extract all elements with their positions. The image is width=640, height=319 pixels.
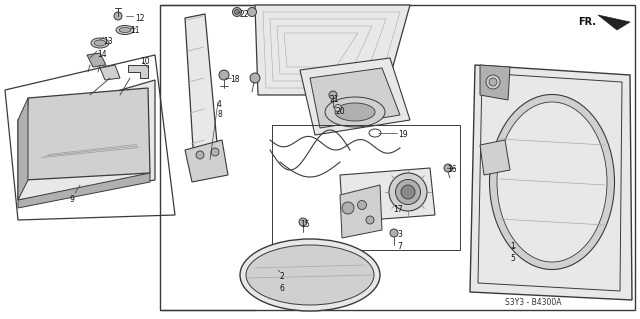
Polygon shape [18,98,28,200]
Polygon shape [340,185,382,238]
Ellipse shape [234,10,239,14]
Ellipse shape [335,105,342,112]
Polygon shape [255,5,410,95]
Polygon shape [300,58,410,135]
Ellipse shape [486,75,500,89]
Text: 20: 20 [335,107,344,116]
Polygon shape [128,65,148,78]
Ellipse shape [240,239,380,311]
Text: 19: 19 [398,130,408,139]
Text: 22: 22 [240,10,250,19]
Ellipse shape [246,245,374,305]
Ellipse shape [444,164,452,172]
Ellipse shape [119,27,131,33]
Ellipse shape [366,216,374,224]
Ellipse shape [489,78,497,86]
Ellipse shape [335,103,375,121]
Text: 10: 10 [140,57,150,66]
Ellipse shape [114,12,122,20]
Polygon shape [480,140,510,175]
Ellipse shape [497,102,607,262]
Ellipse shape [396,180,420,204]
Text: 18: 18 [230,75,239,84]
Polygon shape [18,173,150,208]
Ellipse shape [250,73,260,83]
Ellipse shape [299,218,307,226]
Polygon shape [310,68,400,128]
Polygon shape [18,80,155,200]
Text: 6: 6 [280,284,285,293]
Ellipse shape [325,97,385,127]
Polygon shape [340,168,435,222]
Polygon shape [25,88,150,180]
Text: 2: 2 [280,272,285,281]
Text: 17: 17 [393,205,403,214]
Text: 21: 21 [330,95,339,104]
Text: 4: 4 [217,100,222,109]
Text: S3Y3 - B4300A: S3Y3 - B4300A [505,298,561,307]
Polygon shape [100,65,120,80]
Ellipse shape [401,185,415,199]
Ellipse shape [390,229,398,237]
Ellipse shape [389,173,427,211]
Text: 9: 9 [70,195,75,204]
Polygon shape [470,65,632,300]
Text: 1: 1 [510,242,515,251]
Ellipse shape [94,40,106,46]
Ellipse shape [232,8,241,17]
Text: 16: 16 [447,165,456,174]
Ellipse shape [329,91,337,99]
Text: 14: 14 [97,50,107,59]
Text: 5: 5 [510,254,515,263]
Ellipse shape [196,151,204,159]
Text: 13: 13 [103,37,113,46]
Polygon shape [87,53,106,67]
Ellipse shape [490,94,614,270]
Text: 11: 11 [130,26,140,35]
Ellipse shape [342,202,354,214]
Ellipse shape [248,8,257,17]
Text: 15: 15 [300,220,310,229]
Polygon shape [598,15,630,30]
Ellipse shape [219,70,229,80]
Text: 12: 12 [135,14,145,23]
Text: 3: 3 [397,230,402,239]
Polygon shape [185,140,228,182]
Text: FR.: FR. [578,17,596,27]
Polygon shape [480,65,510,100]
Ellipse shape [358,201,367,210]
Polygon shape [185,14,220,180]
Ellipse shape [116,26,134,34]
Text: 8: 8 [217,110,221,119]
Ellipse shape [91,38,109,48]
Ellipse shape [211,148,219,156]
Text: 7: 7 [397,242,402,251]
